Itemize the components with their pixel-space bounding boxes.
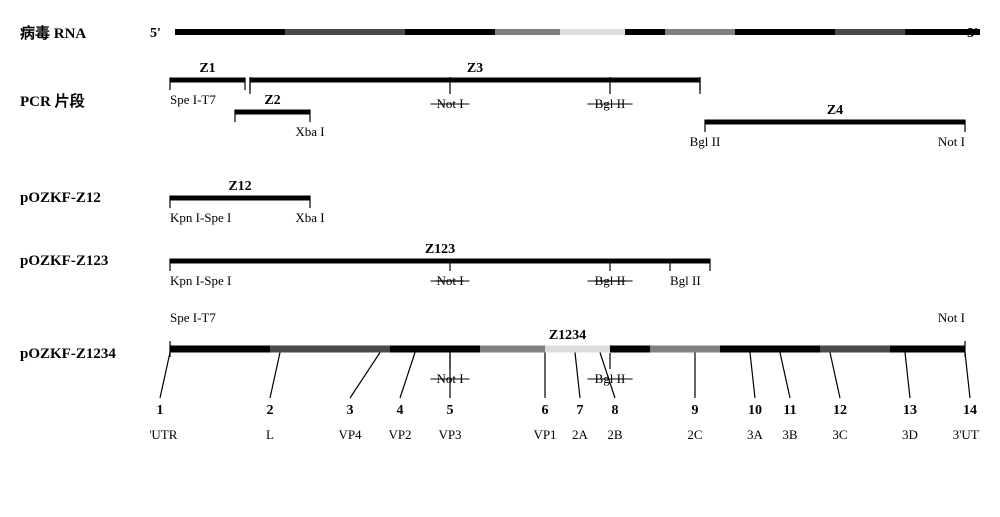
svg-text:3'UTR: 3'UTR — [953, 427, 980, 442]
svg-text:10: 10 — [748, 403, 762, 418]
svg-text:13: 13 — [903, 403, 917, 418]
svg-text:8: 8 — [612, 403, 619, 418]
svg-text:Xba I: Xba I — [295, 124, 324, 139]
svg-text:Bgl II: Bgl II — [690, 134, 721, 149]
svg-text:5': 5' — [150, 26, 161, 41]
row-pcr: PCR 片段 Z1Spe I-T7Z3Not IBgl IIZ2Xba IZ4B… — [20, 60, 980, 170]
svg-text:7: 7 — [577, 403, 584, 418]
svg-text:5: 5 — [447, 403, 454, 418]
svg-text:3A: 3A — [747, 427, 764, 442]
svg-text:12: 12 — [833, 403, 847, 418]
z123-diagram: Z123Kpn I-Spe INot IBgl IIBgl II — [150, 241, 980, 296]
row-z1234: pOZKF-Z1234 Spe I-T7Not IZ1234Not IBgl I… — [20, 304, 980, 474]
svg-text:Not I: Not I — [938, 310, 965, 325]
svg-text:Z1234: Z1234 — [549, 328, 586, 343]
svg-text:2B: 2B — [607, 427, 623, 442]
svg-text:Z12: Z12 — [228, 179, 251, 194]
svg-text:VP4: VP4 — [338, 427, 362, 442]
rna-diagram: 5' 3' — [150, 20, 980, 50]
svg-text:3B: 3B — [782, 427, 798, 442]
z12-diagram: Z12 Kpn I-Spe I Xba I — [150, 178, 980, 233]
svg-text:3': 3' — [967, 26, 978, 41]
svg-text:VP2: VP2 — [388, 427, 411, 442]
row-z123: pOZKF-Z123 Z123Kpn I-Spe INot IBgl IIBgl… — [20, 241, 980, 296]
svg-text:14: 14 — [963, 403, 977, 418]
label-z123: pOZKF-Z123 — [20, 241, 150, 270]
label-z1234: pOZKF-Z1234 — [20, 304, 150, 363]
svg-text:2A: 2A — [572, 427, 589, 442]
svg-text:Z2: Z2 — [264, 93, 280, 108]
svg-text:Z1: Z1 — [199, 61, 215, 76]
svg-text:Z4: Z4 — [827, 103, 843, 118]
svg-text:Z123: Z123 — [425, 242, 455, 257]
label-virus-rna: 病毒 RNA — [20, 20, 150, 43]
row-virus-rna: 病毒 RNA 5' 3' — [20, 20, 980, 50]
svg-text:Spe I-T7: Spe I-T7 — [170, 310, 216, 325]
row-z12: pOZKF-Z12 Z12 Kpn I-Spe I Xba I — [20, 178, 980, 233]
svg-text:1: 1 — [157, 403, 164, 418]
svg-text:6: 6 — [542, 403, 549, 418]
svg-text:11: 11 — [783, 403, 796, 418]
svg-text:3D: 3D — [902, 427, 918, 442]
svg-text:2C: 2C — [687, 427, 702, 442]
label-z12: pOZKF-Z12 — [20, 178, 150, 207]
pcr-diagram: Z1Spe I-T7Z3Not IBgl IIZ2Xba IZ4Bgl IINo… — [150, 60, 980, 170]
svg-text:Z3: Z3 — [467, 61, 483, 76]
svg-text:9: 9 — [692, 403, 699, 418]
svg-text:3: 3 — [347, 403, 354, 418]
svg-text:3C: 3C — [832, 427, 847, 442]
svg-text:4: 4 — [397, 403, 404, 418]
svg-text:L: L — [266, 427, 274, 442]
svg-text:Xba I: Xba I — [295, 210, 324, 225]
svg-text:VP3: VP3 — [438, 427, 461, 442]
svg-text:Spe I-T7: Spe I-T7 — [170, 92, 216, 107]
svg-text:5'UTR: 5'UTR — [150, 427, 178, 442]
svg-text:VP1: VP1 — [533, 427, 556, 442]
label-pcr: PCR 片段 — [20, 60, 150, 111]
svg-text:Not I: Not I — [938, 134, 965, 149]
svg-text:Kpn I-Spe I: Kpn I-Spe I — [170, 273, 231, 288]
z1234-diagram: Spe I-T7Not IZ1234Not IBgl II15'UTR2L3VP… — [150, 304, 980, 474]
svg-text:Bgl II: Bgl II — [670, 273, 701, 288]
svg-text:2: 2 — [267, 403, 274, 418]
svg-text:Kpn I-Spe I: Kpn I-Spe I — [170, 210, 231, 225]
